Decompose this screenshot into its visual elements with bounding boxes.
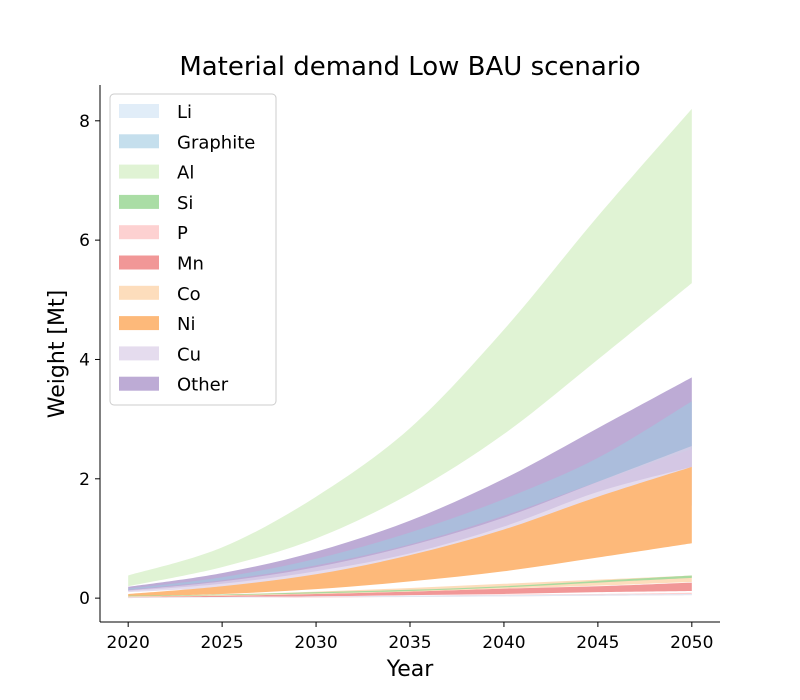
x-tick-label: 2020	[107, 633, 150, 653]
legend-label-co: Co	[177, 284, 201, 305]
x-tick-label: 2040	[482, 633, 525, 653]
legend-label-mn: Mn	[177, 254, 204, 275]
area-ni	[128, 466, 692, 597]
x-tick-label: 2025	[200, 633, 243, 653]
area-mn	[128, 582, 692, 598]
legend-swatch-p	[119, 225, 159, 240]
area-co	[128, 575, 692, 597]
area-al	[128, 108, 692, 587]
legend-label-si: Si	[177, 193, 193, 214]
legend-swatch-mn	[119, 255, 159, 270]
x-axis-title: Year	[386, 657, 435, 682]
legend-swatch-li	[119, 104, 159, 118]
y-tick-label: 4	[79, 350, 90, 370]
y-tick-label: 8	[79, 112, 90, 132]
y-axis-title: Weight [Mt]	[45, 290, 70, 418]
area-li	[128, 593, 692, 598]
legend-swatch-graphite	[119, 134, 159, 149]
y-tick-label: 2	[79, 470, 90, 490]
x-tick-label: 2045	[576, 633, 619, 653]
legend-swatch-al	[119, 164, 159, 179]
legend-label-li: Li	[177, 102, 192, 123]
legend-label-graphite: Graphite	[177, 132, 255, 153]
legend-swatch-ni	[119, 316, 159, 331]
y-tick-label: 6	[79, 231, 90, 251]
legend-label-ni: Ni	[177, 314, 195, 335]
plot-areas	[128, 108, 692, 599]
legend-label-other: Other	[177, 375, 229, 396]
x-tick-label: 2030	[294, 633, 337, 653]
legend: Li Graphite Al Si P Mn Co Ni Cu Other	[109, 93, 277, 406]
x-tick-label: 2050	[670, 633, 713, 653]
legend-swatch-co	[119, 285, 159, 300]
legend-swatch-cu	[119, 346, 159, 361]
legend-label-cu: Cu	[177, 344, 201, 365]
legend-label-al: Al	[177, 163, 194, 184]
chart-title: Material demand Low BAU scenario	[179, 52, 640, 82]
legend-swatch-si	[119, 194, 159, 209]
legend-swatch-other	[119, 376, 159, 391]
legend-label-p: P	[177, 223, 188, 244]
x-tick-label: 2035	[388, 633, 431, 653]
axes: 2020 2025 2030 2035 2040 2045 2050 0 2 4 6 8	[79, 85, 720, 653]
y-tick-label: 0	[79, 589, 90, 609]
